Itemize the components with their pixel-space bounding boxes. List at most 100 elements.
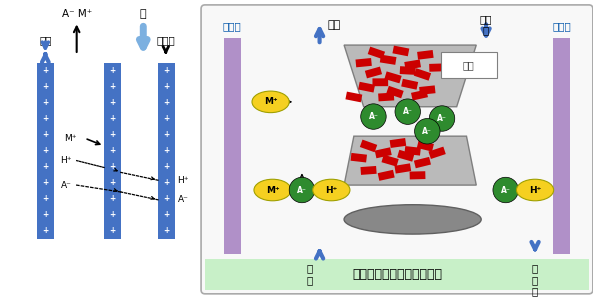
Text: H⁺: H⁺	[529, 185, 541, 195]
Text: A⁻: A⁻	[422, 127, 432, 136]
Text: +: +	[43, 210, 49, 219]
Text: H⁺: H⁺	[60, 156, 72, 165]
Text: +: +	[163, 146, 170, 155]
Bar	[419, 85, 435, 95]
Bar	[346, 92, 362, 102]
Ellipse shape	[254, 179, 291, 201]
Bar	[380, 55, 397, 65]
Ellipse shape	[516, 179, 553, 201]
Text: H⁺: H⁺	[325, 185, 337, 195]
Text: +: +	[109, 210, 116, 219]
Circle shape	[395, 99, 420, 124]
Circle shape	[493, 177, 518, 203]
Bar	[401, 79, 418, 90]
Bar	[392, 46, 409, 56]
Text: 残液: 残液	[328, 20, 341, 30]
Bar	[397, 150, 415, 162]
Bar	[158, 63, 175, 239]
Text: +: +	[43, 114, 49, 123]
Text: +: +	[43, 162, 49, 171]
Bar	[358, 82, 375, 92]
Text: +: +	[163, 82, 170, 91]
Polygon shape	[344, 136, 476, 185]
Ellipse shape	[252, 91, 289, 113]
Text: A⁻: A⁻	[403, 107, 413, 116]
Text: +: +	[109, 146, 116, 155]
Text: +: +	[163, 114, 170, 123]
Text: +: +	[43, 98, 49, 107]
Text: +: +	[163, 98, 170, 107]
Ellipse shape	[344, 205, 481, 234]
Text: H⁺: H⁺	[177, 176, 189, 185]
Circle shape	[429, 106, 455, 131]
Text: A⁻: A⁻	[437, 114, 447, 123]
Text: +: +	[163, 178, 170, 187]
Polygon shape	[344, 45, 476, 107]
Bar	[355, 58, 372, 67]
Bar	[350, 153, 367, 162]
Text: 阴膜: 阴膜	[462, 60, 474, 71]
Text: +: +	[109, 162, 116, 171]
Text: +: +	[163, 210, 170, 219]
Text: A⁻: A⁻	[61, 181, 72, 190]
Text: +: +	[109, 178, 116, 187]
Text: +: +	[43, 178, 49, 187]
Text: 酸回收膜析设备原理示意图: 酸回收膜析设备原理示意图	[352, 268, 442, 281]
Text: 自来
水: 自来 水	[480, 14, 492, 35]
Text: M⁺: M⁺	[266, 185, 279, 195]
Bar	[385, 71, 402, 83]
Bar	[389, 138, 406, 148]
Bar	[205, 259, 589, 290]
Text: A⁻: A⁻	[177, 195, 189, 204]
Text: +: +	[43, 146, 49, 155]
Bar	[429, 64, 445, 72]
Text: +: +	[109, 98, 116, 107]
Text: 渗析室: 渗析室	[222, 22, 241, 32]
Text: +: +	[163, 162, 170, 171]
Text: +: +	[109, 66, 116, 75]
Text: +: +	[43, 66, 49, 75]
Bar	[553, 38, 570, 254]
Bar	[410, 171, 425, 179]
Text: 酸液: 酸液	[39, 35, 52, 45]
FancyBboxPatch shape	[441, 52, 497, 78]
Text: M⁺: M⁺	[64, 133, 77, 143]
Text: +: +	[163, 195, 170, 203]
Text: A⁻: A⁻	[368, 112, 379, 121]
Bar	[417, 140, 434, 152]
Text: +: +	[163, 66, 170, 75]
Bar	[373, 78, 388, 86]
Circle shape	[289, 177, 314, 203]
Text: +: +	[43, 130, 49, 139]
Text: +: +	[163, 130, 170, 139]
Text: +: +	[109, 130, 116, 139]
Text: +: +	[43, 226, 49, 236]
Text: 回
收
酸: 回 收 酸	[532, 264, 538, 297]
Bar	[382, 155, 399, 167]
Bar	[375, 147, 392, 158]
Bar	[411, 89, 428, 101]
Text: A⁻: A⁻	[501, 185, 510, 195]
Text: A⁻: A⁻	[297, 185, 307, 195]
Text: 扩散室: 扩散室	[552, 22, 571, 32]
Circle shape	[415, 119, 440, 144]
Text: A⁻ M⁺: A⁻ M⁺	[62, 9, 92, 19]
Ellipse shape	[313, 179, 350, 201]
Bar	[365, 67, 382, 78]
Bar	[400, 66, 416, 75]
Bar	[414, 157, 431, 168]
Bar	[104, 63, 121, 239]
Bar	[417, 50, 434, 60]
Bar	[360, 140, 377, 152]
Circle shape	[361, 104, 386, 129]
Text: +: +	[163, 226, 170, 236]
Text: +: +	[109, 226, 116, 236]
Text: 回收酸: 回收酸	[156, 35, 175, 45]
Bar	[404, 146, 421, 156]
Text: M⁺: M⁺	[264, 97, 277, 106]
Bar	[395, 163, 411, 174]
Bar	[38, 63, 54, 239]
Bar	[378, 92, 394, 101]
Text: 废
酸: 废 酸	[307, 264, 313, 285]
Bar	[223, 38, 241, 254]
